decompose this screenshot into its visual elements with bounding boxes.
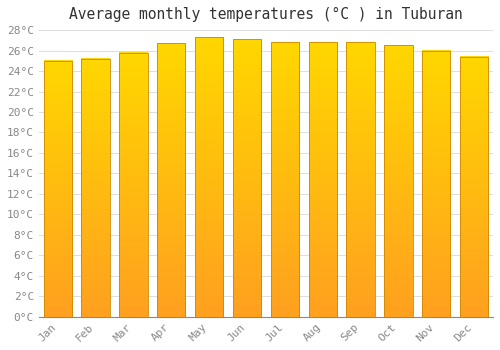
Bar bbox=[422, 50, 450, 317]
Bar bbox=[308, 42, 337, 317]
Bar bbox=[82, 59, 110, 317]
Bar bbox=[119, 52, 148, 317]
Bar bbox=[384, 46, 412, 317]
Bar bbox=[346, 42, 375, 317]
Bar bbox=[460, 57, 488, 317]
Bar bbox=[233, 39, 261, 317]
Bar bbox=[44, 61, 72, 317]
Bar bbox=[157, 43, 186, 317]
Bar bbox=[195, 37, 224, 317]
Bar bbox=[270, 42, 299, 317]
Title: Average monthly temperatures (°C ) in Tuburan: Average monthly temperatures (°C ) in Tu… bbox=[69, 7, 463, 22]
